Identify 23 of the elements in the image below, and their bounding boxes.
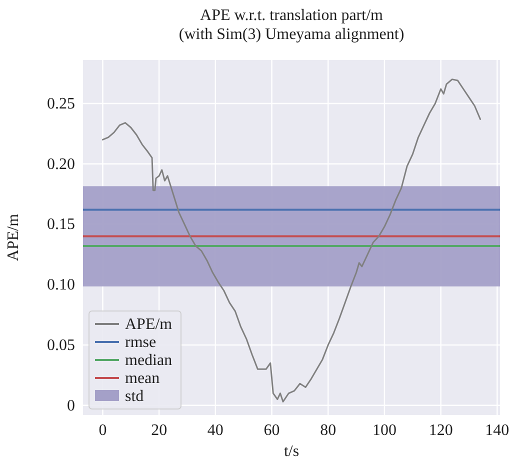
- legend-label: mean: [125, 370, 160, 387]
- legend-label: std: [125, 388, 144, 405]
- y-tick-label: 0.20: [47, 156, 75, 173]
- chart-title: APE w.r.t. translation part/m (with Sim(3) Umeyama alignment): [178, 7, 404, 43]
- x-tick-label: 40: [207, 422, 224, 439]
- y-tick-label: 0.10: [47, 276, 75, 294]
- x-axis-title: t/s: [284, 443, 300, 460]
- x-tick-label: 140: [485, 422, 510, 439]
- x-tick-label: 20: [151, 422, 168, 439]
- legend-label: median: [125, 352, 172, 369]
- y-axis-title: APE/m: [5, 213, 22, 262]
- legend-label: rmse: [125, 334, 156, 351]
- y-tick-label: 0: [67, 397, 75, 414]
- x-tick-label: 60: [264, 422, 280, 439]
- legend-label: APE/m: [125, 316, 173, 333]
- x-tick-label: 100: [372, 422, 396, 439]
- y-tick-label: 0.15: [47, 216, 75, 234]
- x-tick-label: 120: [428, 422, 453, 439]
- line-series: [102, 78, 482, 402]
- y-tick-label: 0.05: [47, 336, 75, 354]
- x-tick-label: 0: [98, 422, 107, 439]
- y-tick-label: 0.25: [47, 95, 75, 112]
- x-tick-label: 80: [320, 422, 336, 439]
